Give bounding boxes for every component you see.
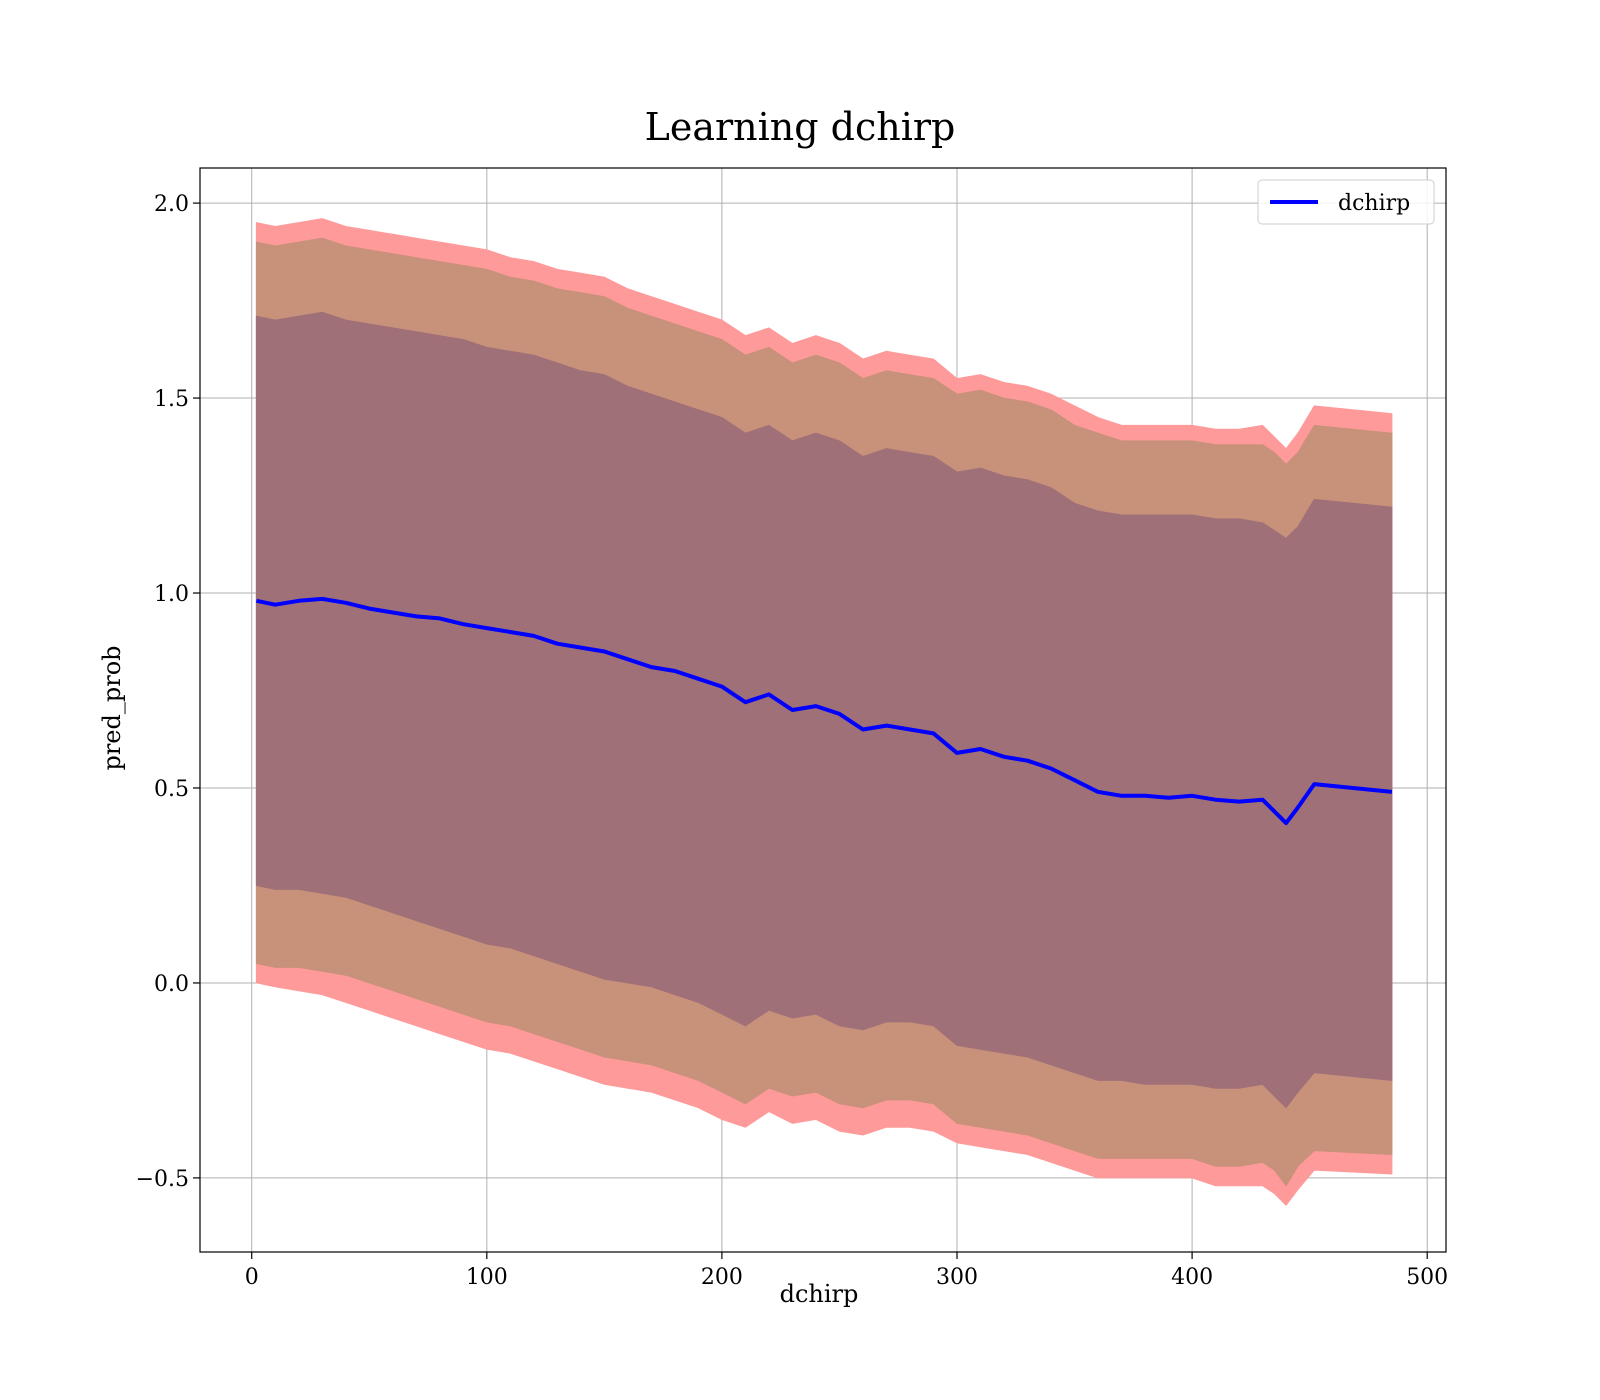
- series-line-dchirp: [255, 596, 1393, 826]
- y-tick-label: −0.5: [136, 1167, 189, 1192]
- y-tick-label: 2.0: [154, 192, 189, 217]
- x-tick-label: 400: [1171, 1265, 1213, 1290]
- y-tick-label: 0.0: [154, 972, 189, 997]
- legend-box: [1257, 179, 1435, 225]
- x-axis-label: dchirp: [780, 1280, 859, 1308]
- legend: dchirp: [1257, 179, 1435, 225]
- x-tick-label: 200: [701, 1265, 743, 1290]
- y-tick-label: 0.5: [154, 777, 189, 802]
- bands: [255, 218, 1393, 1206]
- y-tick-label: 1.0: [154, 582, 189, 607]
- axes-frame: [199, 167, 1447, 1253]
- x-tick-label: 100: [466, 1265, 508, 1290]
- x-tick-label: 0: [245, 1265, 259, 1290]
- plot-area: 0 100 200 300 400 500 −0.5 0.0 0.5 1.0 1.5 2.0: [136, 167, 1448, 1290]
- chart-title: Learning dchirp: [645, 105, 956, 149]
- y-tick-label: 1.5: [154, 387, 189, 412]
- x-tick-label: 300: [936, 1265, 978, 1290]
- y-axis-label: pred_prob: [98, 645, 126, 770]
- legend-label: dchirp: [1338, 191, 1410, 216]
- x-tick-label: 500: [1406, 1265, 1448, 1290]
